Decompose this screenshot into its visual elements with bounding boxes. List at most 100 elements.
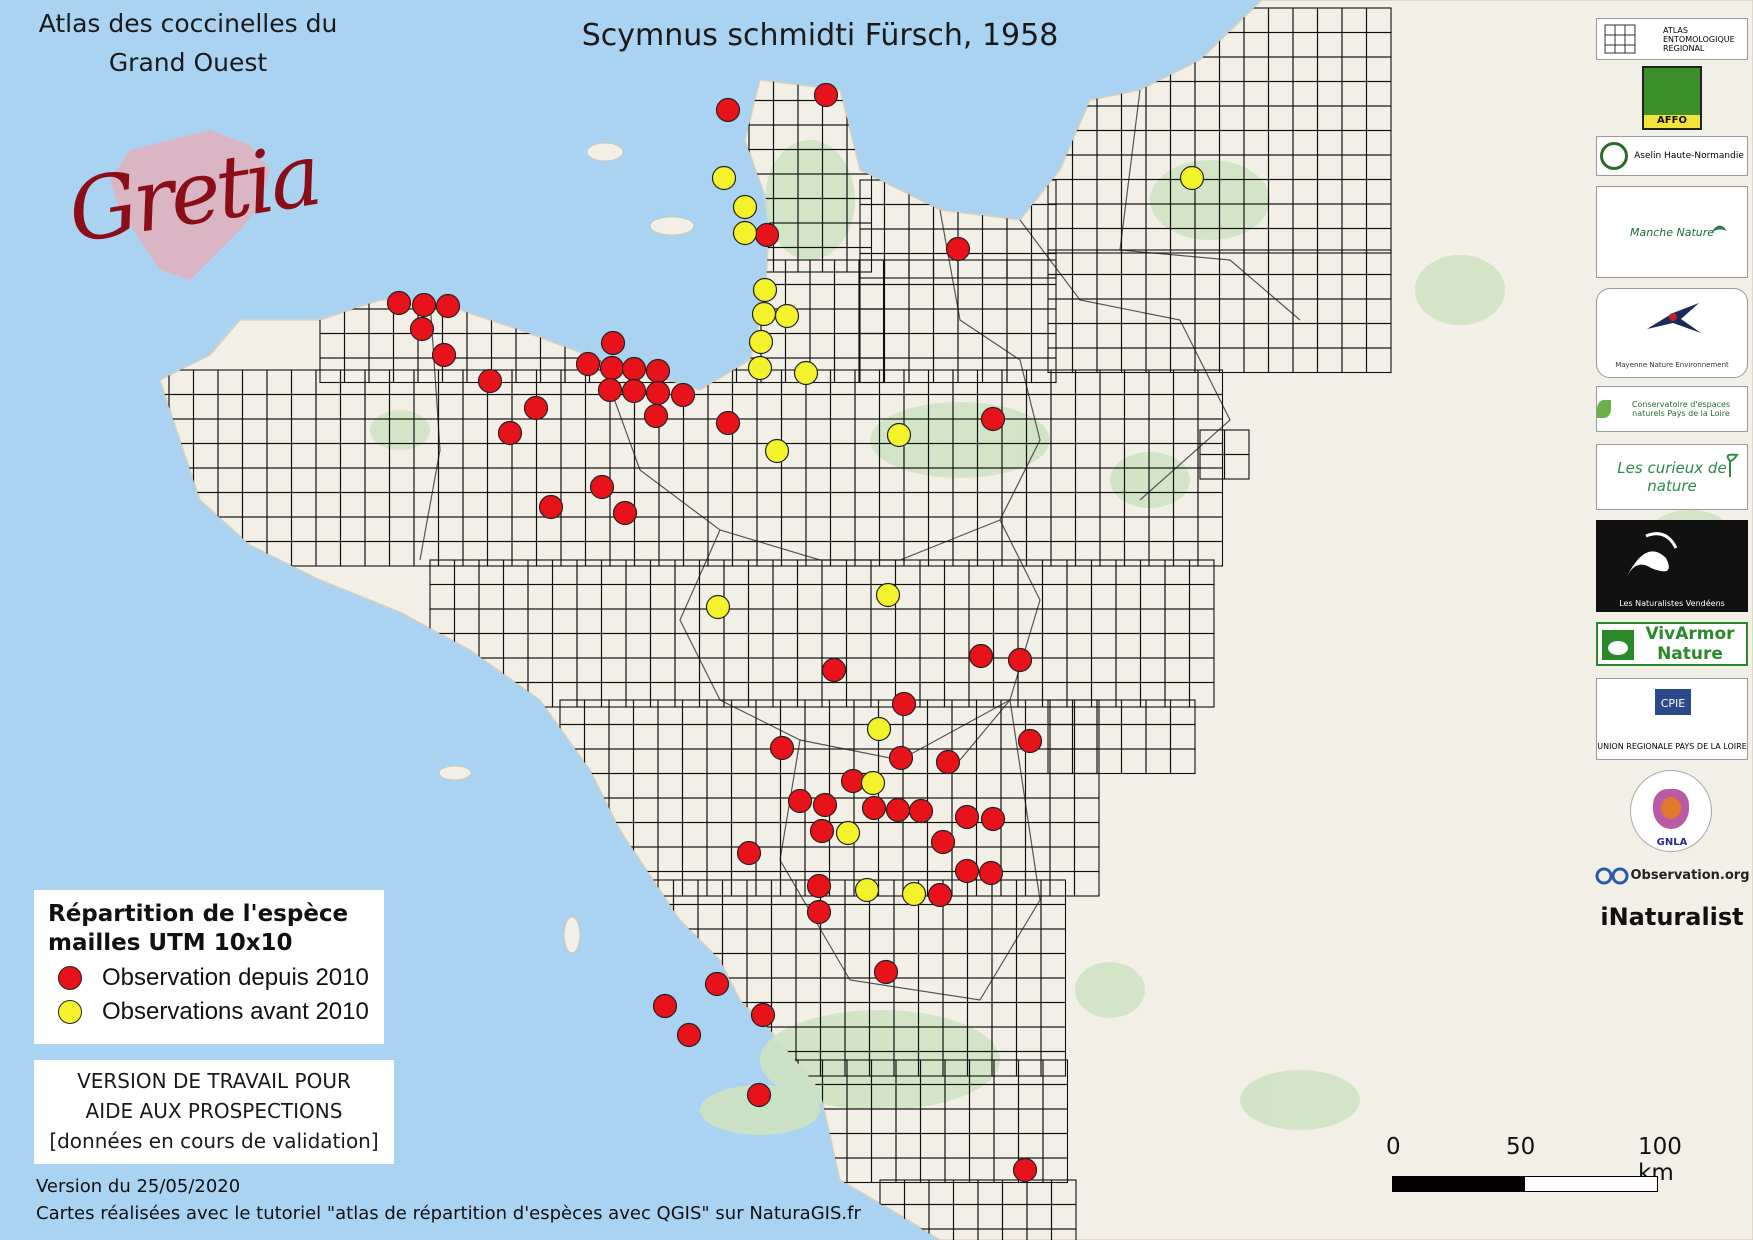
- occurrence-recent-point: [409, 316, 435, 342]
- occurrence-recent-point: [787, 788, 813, 814]
- occurrence-recent-point: [1017, 728, 1043, 754]
- occurrence-recent-point: [861, 795, 887, 821]
- gretia-logo: Gretia: [60, 110, 324, 310]
- cpie-logo-icon: CPIE: [1655, 689, 1691, 715]
- grid-logo-icon: [1604, 24, 1636, 54]
- beetle-logo-icon: [1630, 770, 1712, 852]
- occurrence-old-point: [748, 329, 774, 355]
- occurrence-points: [386, 82, 1205, 1183]
- occurrence-recent-point: [812, 792, 838, 818]
- partner-observation-org: Observation.org: [1595, 860, 1750, 890]
- partner-name-1: AFFO: [1644, 115, 1700, 128]
- occurrence-recent-point: [980, 806, 1006, 832]
- occurrence-recent-point: [435, 293, 461, 319]
- island-jersey: [649, 216, 695, 236]
- occurrence-recent-point: [750, 1002, 776, 1028]
- occurrence-recent-point: [477, 368, 503, 394]
- occurrence-old-point: [705, 594, 731, 620]
- occurrence-recent-point: [840, 768, 866, 794]
- map-title: Scymnus schmidti Fürsch, 1958: [581, 18, 1059, 53]
- occurrence-recent-point: [736, 840, 762, 866]
- partner-atlas-entomologique: ATLAS ENTOMOLOGIQUE REGIONAL: [1596, 18, 1748, 60]
- legend-label-old: Observations avant 2010: [102, 998, 369, 1025]
- partner-name-3: Manche Nature: [1629, 225, 1715, 239]
- scale-label-50: 50: [1506, 1134, 1536, 1160]
- partner-curieux-nature: Les curieux de nature: [1596, 444, 1748, 510]
- utm-grid-cell: [977, 1228, 1004, 1240]
- occurrence-recent-point: [927, 882, 953, 908]
- occurrence-recent-point: [954, 858, 980, 884]
- occurrence-recent-point: [715, 410, 741, 436]
- occurrence-recent-point: [715, 97, 741, 123]
- occurrence-recent-point: [978, 860, 1004, 886]
- legend-label-recent: Observation depuis 2010: [102, 964, 369, 991]
- tree-logo-icon: AFFO: [1642, 66, 1702, 130]
- occurrence-old-point: [711, 165, 737, 191]
- occurrence-old-point: [1179, 165, 1205, 191]
- occurrence-recent-point: [980, 406, 1006, 432]
- occurrence-recent-point: [523, 395, 549, 421]
- occurrence-recent-point: [806, 873, 832, 899]
- occurrence-recent-point: [704, 971, 730, 997]
- partner-name-7: Les Naturalistes Vendéens: [1619, 599, 1725, 608]
- atlas-title-line1: Atlas des coccinelles du: [38, 9, 338, 38]
- occurrence-recent-point: [935, 749, 961, 775]
- partner-name-8: VivArmor Nature: [1645, 624, 1735, 664]
- occurrence-recent-point: [386, 290, 412, 316]
- occurrence-recent-point: [954, 804, 980, 830]
- partner-inaturalist: iNaturalist: [1596, 900, 1748, 934]
- bird-logo-icon: [1711, 225, 1727, 233]
- occurrence-recent-point: [754, 222, 780, 248]
- partner-cen-pdl: Conservatoire d'espaces naturels Pays de…: [1596, 386, 1748, 432]
- occurrence-recent-point: [746, 1082, 772, 1108]
- partner-cpie: CPIE UNION REGIONALE PAYS DE LA LOIRE: [1596, 678, 1748, 760]
- partner-name-0: ATLAS ENTOMOLOGIQUE REGIONAL: [1663, 25, 1735, 53]
- occurrence-old-point: [747, 355, 773, 381]
- occurrence-recent-point: [769, 735, 795, 761]
- island-guernsey: [586, 142, 624, 162]
- occurrence-recent-point: [599, 355, 625, 381]
- occurrence-recent-point: [538, 494, 564, 520]
- notice-line3: [données en cours de validation]: [49, 1129, 379, 1153]
- occurrence-recent-point: [670, 382, 696, 408]
- binoculars-logo-icon: [1595, 867, 1628, 885]
- utm-grid-cell: [1026, 1228, 1053, 1240]
- frog-logo-icon: [1602, 630, 1634, 660]
- occurrence-recent-point: [643, 403, 669, 429]
- occurrence-old-point: [866, 716, 892, 742]
- version-date: Version du 25/05/2020: [36, 1176, 241, 1197]
- legend-title-line1: Répartition de l'espèce: [48, 901, 349, 927]
- old-swatch-icon: [58, 1000, 82, 1024]
- atlas-title: Atlas des coccinelles du Grand Ouest: [18, 4, 358, 82]
- occurrence-recent-point: [891, 691, 917, 717]
- footer: Version du 25/05/2020 Cartes réalisées a…: [36, 1173, 861, 1227]
- occurrence-old-point: [752, 277, 778, 303]
- occurrence-recent-point: [411, 292, 437, 318]
- occurrence-recent-point: [645, 358, 671, 384]
- scale-label-0: 0: [1386, 1134, 1401, 1160]
- occurrence-old-point: [751, 301, 777, 327]
- occurrence-recent-point: [968, 643, 994, 669]
- occurrence-old-point: [793, 360, 819, 386]
- swallow-logo-icon: [1647, 303, 1701, 333]
- island-belle-ile: [438, 765, 472, 781]
- occurrence-old-point: [732, 194, 758, 220]
- occurrence-old-point: [835, 820, 861, 846]
- partner-name-10: GNLA: [1656, 837, 1688, 848]
- utm-grid-cell: [1169, 748, 1196, 775]
- occurrence-recent-point: [908, 798, 934, 824]
- circle-logo-icon: [1600, 142, 1629, 170]
- occurrence-recent-point: [575, 351, 601, 377]
- occurrence-old-point: [886, 422, 912, 448]
- plant-logo-icon: [1726, 453, 1739, 477]
- notice-line1: VERSION DE TRAVAIL POUR: [77, 1069, 351, 1093]
- occurrence-recent-point: [945, 236, 971, 262]
- svg-text:CPIE: CPIE: [1661, 697, 1686, 710]
- occurrence-recent-point: [676, 1022, 702, 1048]
- occurrence-recent-point: [806, 899, 832, 925]
- legend-item-old: Observations avant 2010: [46, 998, 372, 1026]
- partner-name-9: UNION REGIONALE PAYS DE LA LOIRE: [1597, 742, 1747, 751]
- work-version-notice: VERSION DE TRAVAIL POUR AIDE AUX PROSPEC…: [34, 1060, 394, 1164]
- occurrence-recent-point: [809, 818, 835, 844]
